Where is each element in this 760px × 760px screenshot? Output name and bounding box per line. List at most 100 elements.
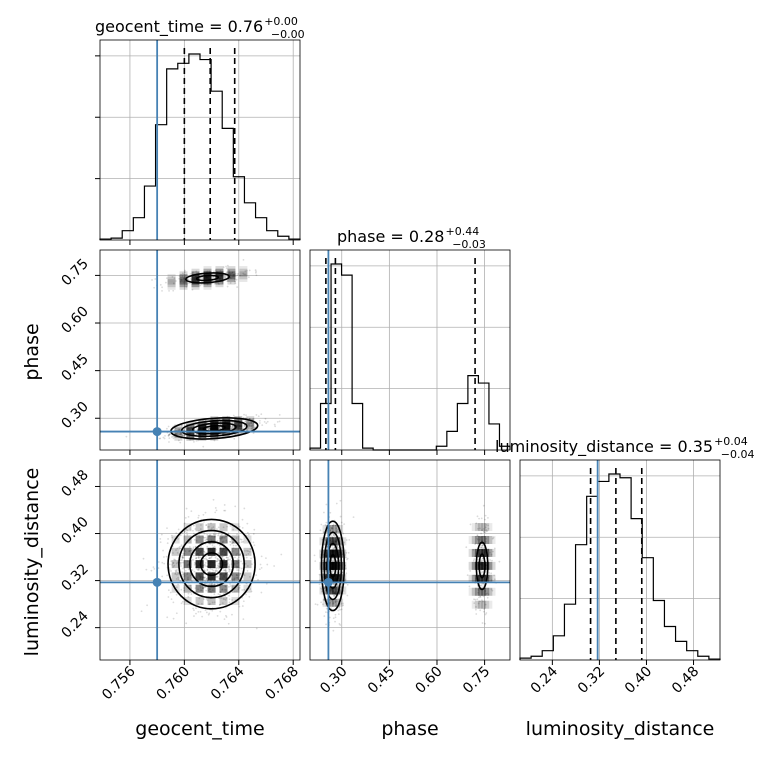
scatter-point: [202, 557, 205, 560]
scatter-point: [237, 587, 240, 590]
scatter-point: [329, 529, 332, 532]
scatter-point: [205, 547, 208, 550]
density-cell: [171, 572, 180, 581]
scatter-point: [238, 425, 241, 428]
scatter-point: [345, 551, 348, 554]
scatter-point: [207, 613, 210, 616]
scatter-point: [178, 546, 181, 549]
scatter-point: [330, 588, 333, 591]
scatter-point: [265, 557, 267, 560]
scatter-point: [189, 429, 192, 432]
scatter-point: [254, 271, 257, 274]
scatter-point: [218, 544, 221, 547]
density-cell: [195, 523, 204, 532]
scatter-point: [235, 278, 238, 281]
scatter-point: [232, 541, 235, 543]
scatter-point: [184, 569, 187, 572]
scatter-point: [218, 426, 221, 429]
density-cell: [183, 535, 192, 544]
scatter-point: [480, 517, 483, 520]
scatter-point: [331, 572, 334, 575]
scatter-point: [490, 579, 493, 582]
y-tick-label-luminosity_distance: 0.48: [58, 467, 91, 500]
scatter-point: [479, 536, 482, 539]
scatter-point: [146, 604, 149, 607]
contour-level-0: [195, 274, 220, 282]
density-cell: [227, 271, 236, 280]
scatter-point: [174, 427, 177, 430]
scatter-point: [219, 591, 222, 594]
truth-marker: [323, 577, 333, 587]
scatter-point: [243, 574, 246, 577]
scatter-point: [234, 590, 236, 593]
scatter-point: [330, 527, 333, 530]
scatter-point: [475, 613, 478, 615]
density-cell: [195, 535, 204, 544]
scatter-point: [174, 569, 177, 572]
density-cell: [335, 549, 344, 558]
scatter-point: [476, 598, 479, 601]
density-cell: [481, 600, 490, 609]
scatter-point: [334, 524, 337, 527]
scatter-point: [236, 286, 239, 288]
scatter-point: [199, 589, 202, 592]
scatter-point: [228, 271, 231, 274]
scatter-point: [169, 433, 172, 435]
scatter-point: [216, 576, 219, 578]
scatter-point: [343, 541, 346, 544]
scatter-point: [465, 546, 468, 549]
scatter-point: [236, 424, 239, 427]
scatter-point: [332, 523, 335, 526]
scatter-point: [211, 609, 214, 612]
scatter-point: [333, 592, 335, 595]
scatter-point: [344, 556, 347, 559]
scatter-point: [329, 589, 332, 592]
scatter-point: [485, 570, 487, 572]
density-cell: [484, 574, 493, 583]
scatter-point: [332, 548, 335, 550]
scatter-point: [484, 540, 487, 543]
scatter-point: [481, 544, 484, 547]
density-cell: [198, 424, 207, 433]
scatter-point: [174, 572, 177, 575]
y-axis-label-phase: phase: [21, 323, 43, 380]
density-cell: [203, 273, 212, 282]
scatter-point: [480, 532, 483, 535]
scatter-point: [331, 541, 333, 543]
scatter-point: [484, 590, 487, 592]
scatter-point: [241, 605, 244, 607]
scatter-point: [188, 546, 191, 548]
scatter-point: [242, 272, 245, 275]
scatter-point: [246, 429, 249, 432]
scatter-point: [177, 538, 179, 540]
density-cell: [234, 416, 243, 425]
scatter-point: [236, 558, 239, 561]
scatter-point: [168, 433, 170, 436]
scatter-point: [179, 547, 181, 550]
scatter-point: [214, 556, 217, 559]
scatter-point: [175, 532, 178, 535]
scatter-point: [189, 584, 192, 587]
scatter-point: [249, 575, 251, 578]
scatter-point: [230, 272, 232, 275]
scatter-point: [343, 523, 346, 526]
scatter-point: [183, 434, 186, 436]
density-cell: [487, 587, 496, 596]
scatter-point: [228, 271, 231, 274]
scatter-point: [490, 572, 493, 575]
scatter-point: [235, 544, 237, 547]
title-phase-main: phase = 0.28: [337, 227, 444, 246]
scatter-point: [171, 536, 174, 539]
scatter-point: [238, 525, 241, 528]
scatter-point: [487, 524, 490, 527]
scatter-point: [225, 556, 228, 559]
x-tick-label-phase: 0.60: [412, 664, 445, 697]
scatter-point: [476, 535, 479, 537]
scatter-point: [486, 530, 489, 533]
scatter-point: [469, 570, 472, 572]
scatter-point: [193, 615, 195, 617]
scatter-point: [224, 585, 227, 588]
scatter-point: [183, 548, 186, 551]
scatter-point: [334, 616, 337, 619]
scatter-point: [145, 568, 148, 571]
